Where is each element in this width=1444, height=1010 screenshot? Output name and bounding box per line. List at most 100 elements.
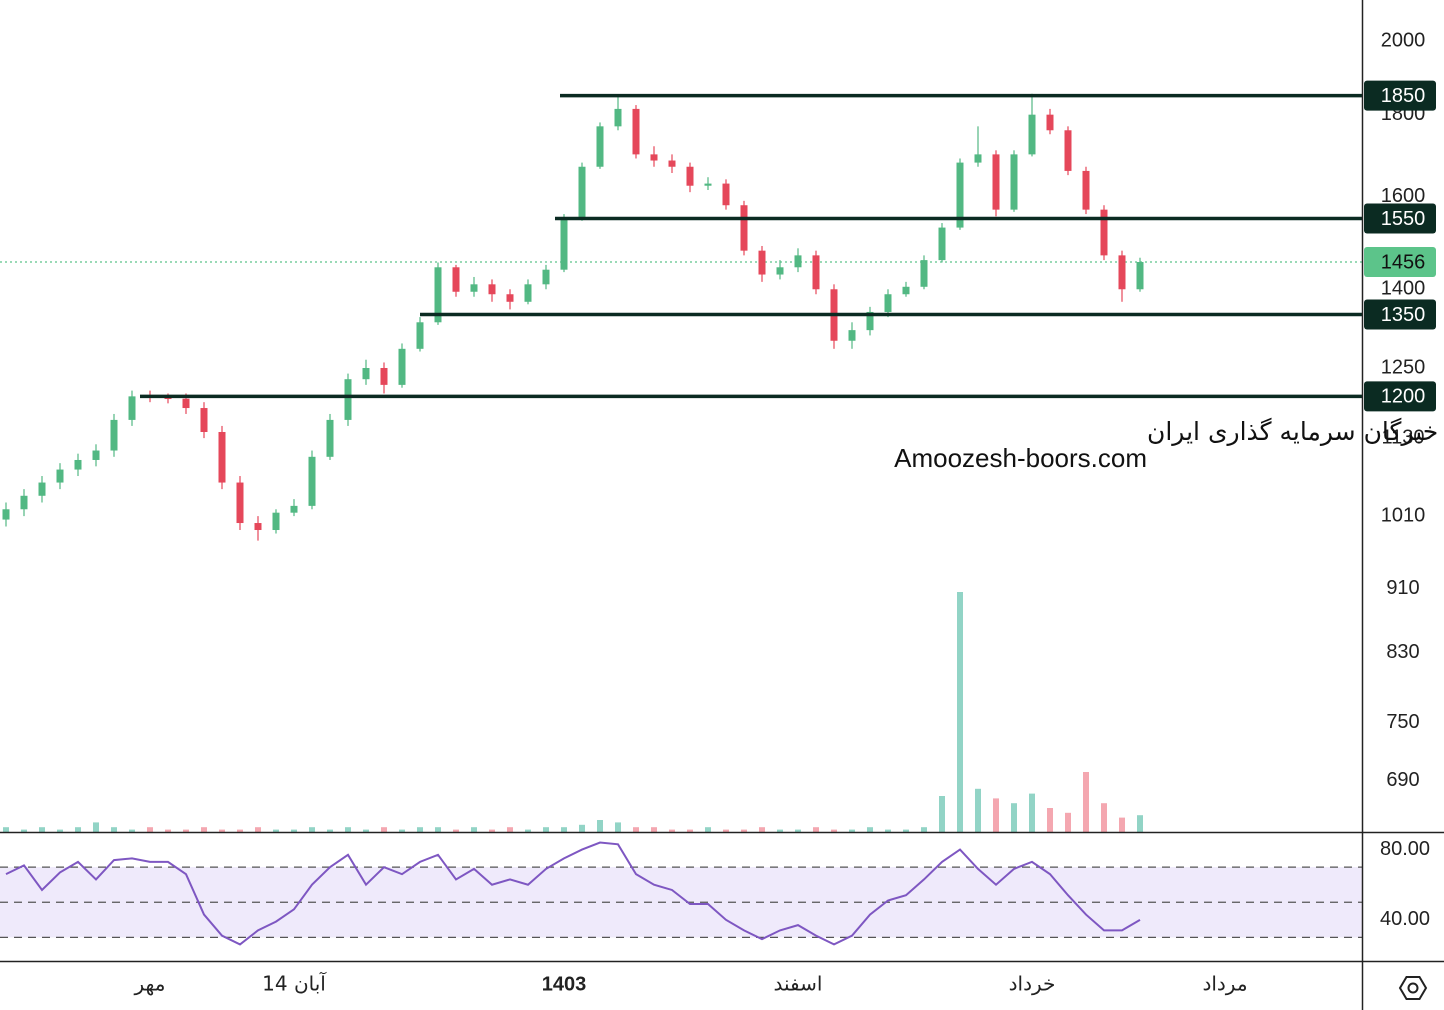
volume-bar	[471, 827, 477, 832]
volume-bar	[363, 829, 369, 832]
y-tick-label: 2000	[1381, 30, 1426, 52]
candle-body	[758, 250, 766, 275]
candle-body	[38, 482, 46, 496]
candle-body	[218, 431, 226, 483]
candle-body	[272, 512, 280, 531]
candle-body	[1136, 262, 1144, 290]
volume-bar	[723, 829, 729, 832]
volume-bar	[237, 829, 243, 832]
volume-bar	[453, 829, 459, 832]
volume-bar	[543, 827, 549, 832]
candle-body	[506, 294, 514, 302]
candle-body	[74, 459, 82, 470]
volume-bar	[975, 788, 981, 832]
candle-body	[20, 495, 28, 510]
candle-body	[920, 260, 928, 287]
volume-bar	[1101, 803, 1107, 832]
level-label-box	[1364, 203, 1436, 234]
volume-bar	[39, 827, 45, 832]
volume-bar	[111, 827, 117, 832]
volume-bar	[903, 829, 909, 832]
volume-bar	[813, 827, 819, 832]
volume-bar	[309, 827, 315, 832]
volume-bar	[1065, 812, 1071, 832]
x-tick-label: خرداد	[1009, 972, 1056, 996]
volume-bar	[795, 829, 801, 832]
volume-bar	[1137, 815, 1143, 832]
volume-bar	[525, 829, 531, 832]
volume-bar	[885, 829, 891, 832]
candle-body	[668, 160, 676, 167]
y-tick-label: 1400	[1381, 278, 1426, 300]
candle-body	[776, 267, 784, 275]
volume-bar	[1029, 793, 1035, 832]
level-label: 1850	[1381, 85, 1426, 107]
candle-body	[1118, 255, 1126, 290]
candle-body	[560, 218, 568, 270]
candle-body	[686, 166, 694, 186]
volume-bar	[507, 827, 513, 832]
candle-body	[164, 397, 172, 400]
volume-bar	[687, 829, 693, 832]
candle-body	[866, 311, 874, 331]
candle-body	[308, 456, 316, 506]
candle-body	[938, 227, 946, 261]
level-label: 1350	[1381, 304, 1426, 326]
x-tick-label: 1403	[542, 973, 587, 995]
volume-bar	[255, 827, 261, 832]
volume-bar	[1011, 803, 1017, 832]
volume-bar	[759, 827, 765, 832]
candle-body	[200, 408, 208, 432]
volume-bar	[3, 827, 9, 832]
watermark-line: انجمن خبرگان سرمایه گذاری ایران	[1147, 417, 1444, 446]
volume-bar	[669, 829, 675, 832]
candle-body	[488, 284, 496, 295]
level-label-box	[1364, 80, 1436, 111]
y-tick-label: 1250	[1381, 356, 1426, 378]
volume-bar	[561, 827, 567, 832]
candle-body	[380, 367, 388, 385]
volume-bar	[129, 829, 135, 832]
volume-bar	[381, 827, 387, 832]
y-tick-label: 750	[1386, 711, 1419, 733]
candle-body	[578, 166, 586, 219]
candle-body	[362, 367, 370, 380]
candle-body	[254, 523, 262, 531]
candle-body	[1010, 154, 1018, 210]
candle-body	[884, 294, 892, 312]
candle-body	[110, 419, 118, 451]
volume-bar	[633, 827, 639, 832]
candle-body	[398, 348, 406, 385]
watermark-line: Amoozesh-boors.com	[894, 443, 1147, 473]
volume-bar	[579, 824, 585, 832]
candle-body	[902, 286, 910, 295]
volume-bar	[435, 827, 441, 832]
rsi-band-fill	[0, 867, 1362, 938]
volume-bar	[831, 829, 837, 832]
candle-body	[1046, 114, 1054, 131]
candle-body	[470, 284, 478, 292]
candle-body	[416, 322, 424, 349]
x-tick-label: 14 آبان	[262, 971, 327, 996]
volume-bar	[327, 829, 333, 832]
volume-bar	[741, 829, 747, 832]
volume-bar	[615, 822, 621, 832]
y-tick-label: 690	[1386, 769, 1419, 791]
candle-body	[56, 469, 64, 483]
candle-body	[650, 154, 658, 161]
hexagon-dot	[1407, 982, 1419, 994]
volume-bar	[273, 829, 279, 832]
candle-body	[596, 126, 604, 167]
volume-bar	[219, 829, 225, 832]
settings-icon[interactable]	[1398, 976, 1428, 1000]
volume-bar	[1047, 808, 1053, 832]
last-price-label: 1456	[1381, 251, 1426, 273]
rsi-line	[5, 841, 1141, 946]
volume-bar	[867, 827, 873, 832]
candle-body	[92, 450, 100, 460]
candle-body	[740, 205, 748, 251]
candle-body	[1100, 209, 1108, 256]
candle-body	[434, 267, 442, 323]
y-tick-label: 830	[1386, 641, 1419, 663]
